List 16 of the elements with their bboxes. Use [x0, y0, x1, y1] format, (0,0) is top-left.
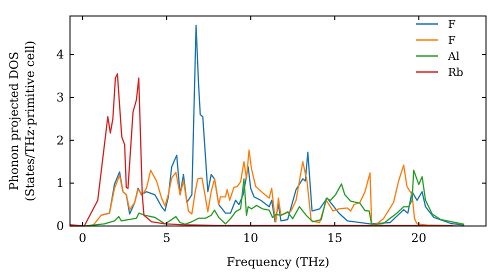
x-tick-label: 20: [411, 231, 426, 245]
y-tick-label: 4: [56, 48, 64, 62]
y-tick-label: 0: [56, 219, 64, 233]
legend-label: Rb: [448, 66, 464, 79]
x-tick-label: 0: [78, 231, 86, 245]
legend-label: Al: [447, 50, 460, 63]
legend-label: F: [448, 18, 456, 31]
x-tick-label: 5: [162, 231, 170, 245]
x-axis-title: Frequency (THz): [226, 255, 330, 269]
y-axis-title: Phonon projected DOS (States/THz·primitive cell): [7, 40, 37, 202]
y-tick-label: 2: [56, 133, 64, 148]
y-tick-label: 1: [56, 176, 64, 190]
y-tick-label: 3: [56, 90, 64, 104]
x-tick-label: 15: [327, 231, 342, 245]
legend-label: F: [448, 34, 456, 47]
x-tick-label: 10: [243, 231, 258, 245]
